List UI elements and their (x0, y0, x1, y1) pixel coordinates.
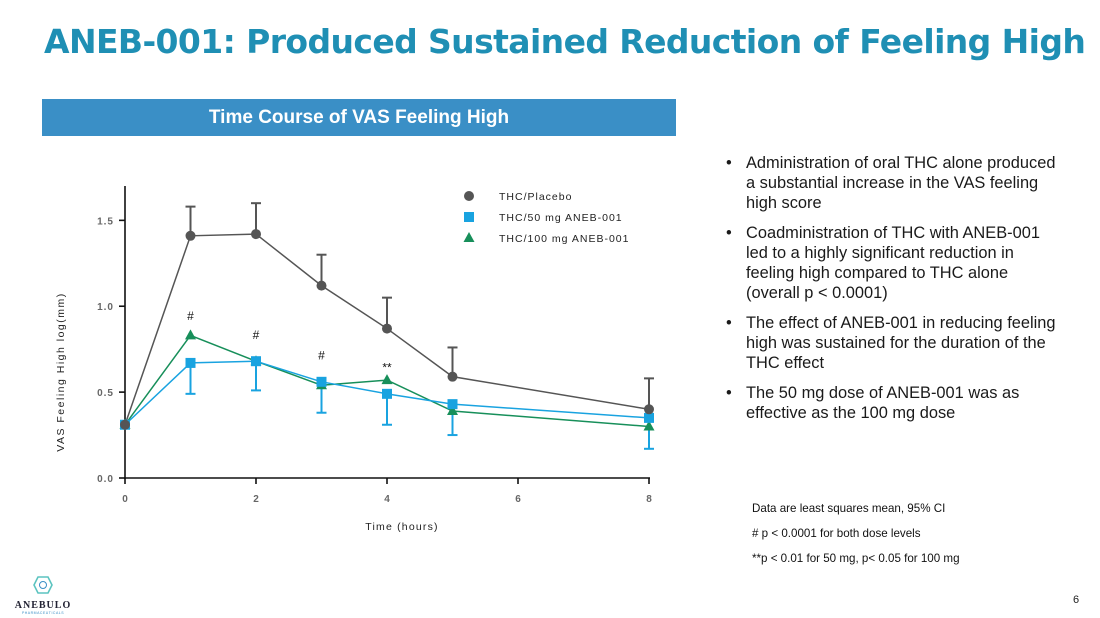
bullet-icon: • (726, 314, 732, 332)
data-point-triangle (447, 405, 458, 416)
data-point-circle (251, 229, 261, 240)
hexagon-logo-icon (33, 576, 53, 594)
data-point-square (185, 357, 196, 368)
data-point-triangle (185, 329, 196, 340)
bullet-item: • The 50 mg dose of ANEB-001 was as effec… (726, 384, 1020, 422)
x-tick-label: 2 (253, 494, 259, 505)
legend-label: THC/50 mg ANEB-001 (499, 212, 623, 224)
footnote: Data are least squares mean, 95% CI (752, 502, 946, 515)
significance-annotation: # (253, 328, 260, 342)
significance-annotation: # (187, 309, 194, 323)
data-point-square (447, 399, 458, 410)
logo-subtitle: PHARMACEUTICALS (21, 611, 65, 615)
data-point-circle (316, 280, 327, 291)
x-tick-label: 6 (515, 494, 521, 505)
data-point-triangle (381, 374, 393, 385)
x-tick-label: 8 (646, 494, 652, 505)
footnote: # p < 0.0001 for both dose levels (752, 527, 921, 540)
legend-label: THC/100 mg ANEB-001 (499, 233, 629, 245)
data-point-circle (464, 191, 474, 201)
data-point-square (382, 388, 392, 399)
y-axis-label: VAS Feeling High log(mm) (55, 292, 67, 452)
x-axis-label: Time (hours) (365, 521, 439, 533)
significance-annotation: # (318, 348, 325, 362)
y-tick-label: 0.0 (97, 474, 114, 485)
chart-marks: # # # ** (119, 202, 655, 450)
chart-axes: 0.0 0.5 1.0 1.5 0 2 4 6 8 Time (hours) VAS Feeling… (55, 186, 652, 533)
y-tick-label: 1.0 (97, 302, 114, 313)
data-point-circle (120, 419, 130, 430)
bullet-item: • Coadministration of THC with ANEB-001 l… (726, 224, 1040, 302)
bullet-item: • The effect of ANEB-001 in reducing feel… (726, 314, 1056, 372)
slide-title: ANEB-001: Produced Sustained Reduction o… (44, 22, 1086, 61)
footnote: **p < 0.01 for 50 mg, p< 0.05 for 100 mg (752, 552, 960, 565)
data-point-circle (644, 404, 654, 415)
data-point-square (464, 212, 474, 222)
chart-banner: Time Course of VAS Feeling High (42, 99, 676, 136)
x-tick-label: 4 (384, 494, 390, 505)
legend-label: THC/Placebo (499, 191, 572, 203)
bullet-item: • Administration of oral THC alone produc… (726, 154, 1056, 212)
data-point-circle (447, 371, 458, 382)
data-point-square (316, 376, 327, 387)
company-logo: ANEBULO PHARMACEUTICALS (12, 576, 74, 615)
y-tick-label: 1.5 (97, 216, 114, 227)
x-tick-label: 0 (122, 494, 128, 505)
footnotes: Data are least squares mean, 95% CI # p … (752, 502, 960, 577)
y-tick-label: 0.5 (97, 388, 114, 399)
logo-name: ANEBULO (14, 600, 72, 611)
chart-legend: THC/Placebo THC/50 mg ANEB-001 THC/100 mg … (463, 191, 629, 245)
data-point-square (251, 356, 261, 367)
data-point-circle (185, 230, 196, 241)
significance-annotation: ** (382, 361, 392, 375)
bullet-icon: • (726, 384, 732, 402)
bullet-icon: • (726, 224, 732, 242)
data-point-triangle (463, 232, 475, 242)
data-point-circle (382, 323, 392, 334)
chart: 0.0 0.5 1.0 1.5 0 2 4 6 8 Time (hours) VAS Feeling… (55, 186, 655, 533)
page-number: 6 (1073, 594, 1080, 606)
bullet-icon: • (726, 154, 732, 172)
bullet-list: • Administration of oral THC alone produc… (726, 153, 1056, 433)
data-point-triangle (643, 420, 655, 431)
data-point-square (644, 412, 654, 423)
